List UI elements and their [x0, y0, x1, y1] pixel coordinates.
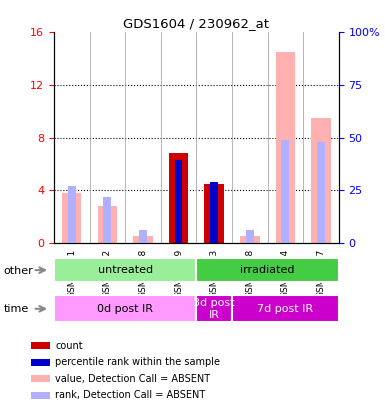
Bar [240, 237, 259, 243]
FancyBboxPatch shape [196, 258, 339, 282]
Bar [169, 153, 188, 243]
Bar [139, 230, 147, 243]
Text: 3d post
IR: 3d post IR [193, 298, 235, 320]
Text: untreated: untreated [97, 265, 153, 275]
Bar [31, 375, 50, 382]
Bar [281, 141, 289, 243]
Bar [246, 230, 254, 243]
Text: rank, Detection Call = ABSENT: rank, Detection Call = ABSENT [55, 390, 205, 401]
Bar [31, 359, 50, 366]
Text: other: other [4, 266, 33, 275]
Bar [276, 52, 295, 243]
Text: 0d post IR: 0d post IR [97, 304, 153, 314]
Title: GDS1604 / 230962_at: GDS1604 / 230962_at [123, 17, 270, 30]
Text: value, Detection Call = ABSENT: value, Detection Call = ABSENT [55, 374, 210, 384]
Bar [31, 392, 50, 399]
Text: irradiated: irradiated [240, 265, 295, 275]
Text: 7d post IR: 7d post IR [257, 304, 313, 314]
Bar [31, 342, 50, 349]
FancyBboxPatch shape [232, 295, 339, 322]
FancyBboxPatch shape [54, 258, 196, 282]
Bar [204, 184, 224, 243]
Bar [210, 182, 218, 243]
Bar [175, 160, 182, 243]
Bar [62, 193, 82, 243]
Bar [311, 118, 331, 243]
Text: count: count [55, 341, 83, 351]
Text: percentile rank within the sample: percentile rank within the sample [55, 357, 220, 367]
FancyBboxPatch shape [196, 295, 232, 322]
Bar [317, 142, 325, 243]
Bar [104, 197, 111, 243]
Bar [133, 237, 153, 243]
Bar [68, 186, 75, 243]
Bar [97, 206, 117, 243]
Text: time: time [4, 304, 29, 314]
FancyBboxPatch shape [54, 295, 196, 322]
